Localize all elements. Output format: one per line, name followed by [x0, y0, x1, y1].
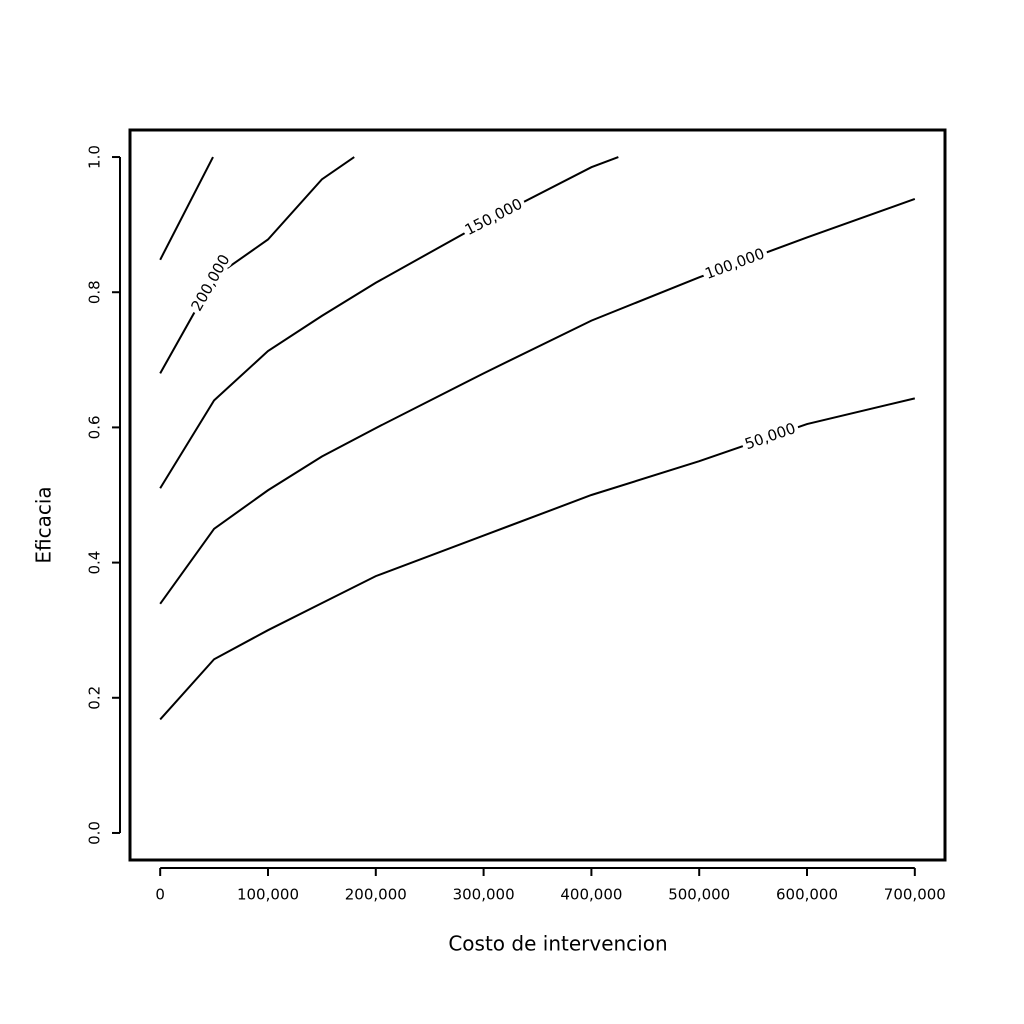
contour-line — [159, 198, 916, 605]
contour-line — [159, 156, 619, 489]
contour-label: 200,000 — [187, 251, 233, 314]
y-tick-label: 0.6 — [86, 415, 104, 439]
contour-line — [159, 156, 355, 374]
y-tick-label: 0.2 — [86, 686, 104, 710]
y-axis-title: Eficacia — [32, 486, 56, 563]
y-tick-label: 0.4 — [86, 551, 104, 575]
y-tick-label: 0.8 — [86, 280, 104, 304]
x-axis-title: Costo de intervencion — [448, 932, 667, 956]
x-tick-label: 100,000 — [237, 886, 299, 904]
y-tick-label: 1.0 — [86, 145, 104, 169]
x-tick-label: 200,000 — [345, 886, 407, 904]
contour-label: 50,000 — [742, 419, 797, 453]
contour-line — [159, 156, 214, 261]
x-tick-label: 300,000 — [453, 886, 515, 904]
x-tick-label: 400,000 — [560, 886, 622, 904]
contour-line — [159, 397, 916, 721]
contour-label: 100,000 — [703, 244, 767, 282]
plot-frame — [128, 128, 947, 862]
x-tick-label: 600,000 — [776, 886, 838, 904]
contour-label: 150,000 — [462, 195, 525, 239]
x-tick-label: 500,000 — [668, 886, 730, 904]
x-tick-label: 0 — [155, 886, 165, 904]
y-tick-label: 0.0 — [86, 821, 104, 845]
x-tick-label: 700,000 — [884, 886, 946, 904]
